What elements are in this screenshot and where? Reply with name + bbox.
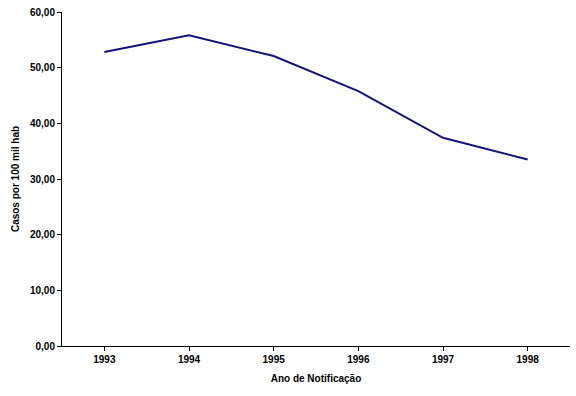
svg-text:10,00: 10,00 <box>30 285 55 296</box>
svg-text:1993: 1993 <box>93 354 116 365</box>
svg-text:1995: 1995 <box>263 354 286 365</box>
svg-text:20,00: 20,00 <box>30 229 55 240</box>
svg-text:60,00: 60,00 <box>30 7 55 18</box>
svg-text:1994: 1994 <box>178 354 201 365</box>
svg-text:Casos por 100 mil hab: Casos por 100 mil hab <box>10 126 21 232</box>
svg-text:1996: 1996 <box>347 354 370 365</box>
svg-text:30,00: 30,00 <box>30 174 55 185</box>
svg-text:1997: 1997 <box>432 354 455 365</box>
svg-text:40,00: 40,00 <box>30 118 55 129</box>
svg-text:1998: 1998 <box>517 354 540 365</box>
svg-text:50,00: 50,00 <box>30 62 55 73</box>
svg-text:0,00: 0,00 <box>36 341 56 352</box>
svg-text:Ano de Notificação: Ano de Notificação <box>271 373 362 384</box>
